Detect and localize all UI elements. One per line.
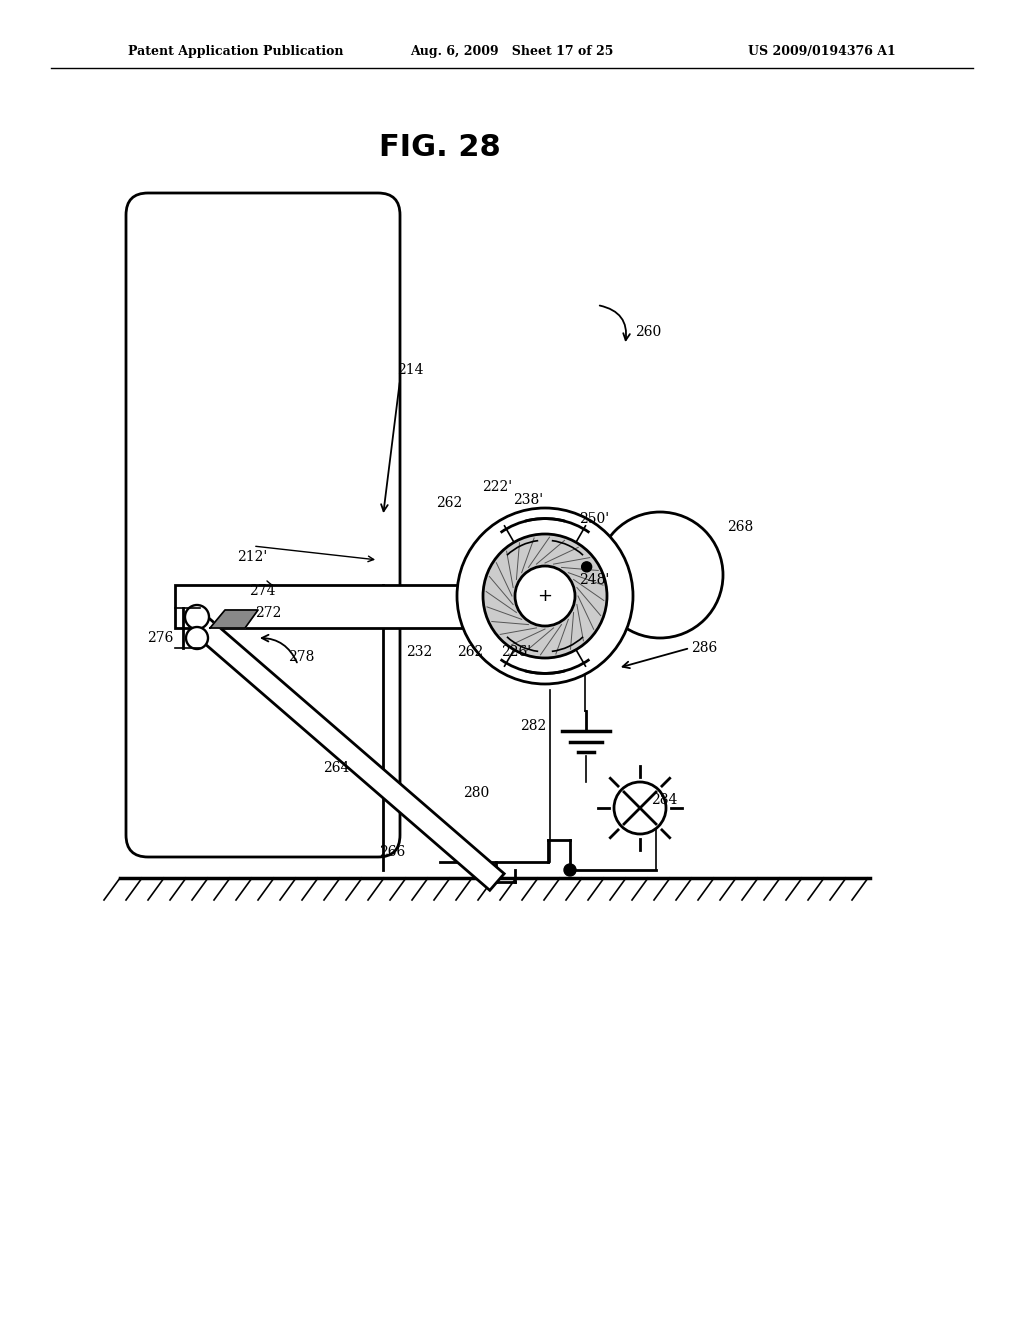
Text: 262: 262 <box>457 645 483 659</box>
Circle shape <box>582 562 592 572</box>
Text: 286: 286 <box>691 642 717 655</box>
Circle shape <box>186 627 208 649</box>
Text: 226': 226' <box>501 645 531 659</box>
Circle shape <box>515 566 575 626</box>
Text: 272: 272 <box>255 606 282 620</box>
Circle shape <box>614 781 666 834</box>
Polygon shape <box>193 616 504 890</box>
Text: 268: 268 <box>727 520 753 535</box>
Circle shape <box>185 605 209 630</box>
Text: 212': 212' <box>237 550 267 564</box>
Text: 262: 262 <box>436 496 462 510</box>
Text: US 2009/0194376 A1: US 2009/0194376 A1 <box>749 45 896 58</box>
Polygon shape <box>210 610 258 628</box>
Bar <box>175 585 568 628</box>
Text: 250': 250' <box>579 512 609 525</box>
Text: 276: 276 <box>146 631 173 645</box>
Text: 284: 284 <box>651 793 677 807</box>
Text: 274: 274 <box>249 583 275 598</box>
Circle shape <box>483 535 607 657</box>
Circle shape <box>457 508 633 684</box>
Text: 264: 264 <box>323 762 349 775</box>
FancyBboxPatch shape <box>126 193 400 857</box>
Text: Patent Application Publication: Patent Application Publication <box>128 45 343 58</box>
Text: 238': 238' <box>513 492 543 507</box>
Text: 278: 278 <box>288 649 314 664</box>
Text: 260: 260 <box>635 325 662 339</box>
Circle shape <box>597 512 723 638</box>
Text: 266: 266 <box>379 845 406 859</box>
Text: +: + <box>538 587 553 605</box>
Circle shape <box>564 865 575 876</box>
Text: 222': 222' <box>482 480 512 494</box>
Text: 282: 282 <box>520 719 546 733</box>
Text: 280: 280 <box>463 785 489 800</box>
Text: 248': 248' <box>579 573 609 587</box>
Text: Aug. 6, 2009   Sheet 17 of 25: Aug. 6, 2009 Sheet 17 of 25 <box>411 45 613 58</box>
Text: FIG. 28: FIG. 28 <box>379 133 501 162</box>
Text: 214: 214 <box>396 363 423 378</box>
Text: 232: 232 <box>406 645 432 659</box>
